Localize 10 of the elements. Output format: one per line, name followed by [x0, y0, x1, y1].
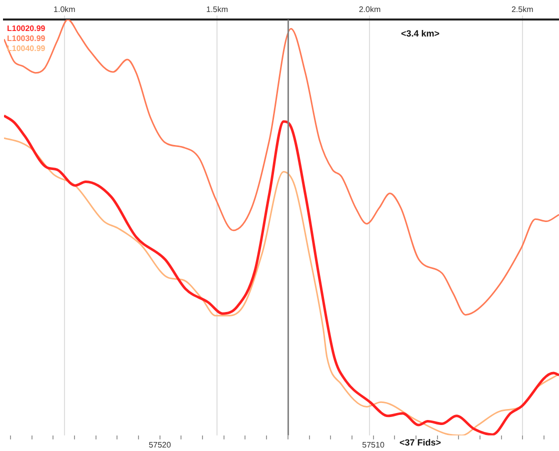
x-tick-label: 2.5km — [511, 5, 534, 14]
annotation: <3.4 km> — [400, 28, 440, 39]
x-tick-label: 2.0km — [358, 5, 381, 14]
series-label: L10030.99 — [7, 34, 46, 44]
text: L10020.99 — [7, 24, 46, 34]
x2-tick-label: 57520 — [148, 440, 172, 450]
text: <37 Fids> — [399, 437, 442, 448]
x-tick-label: 1.0km — [54, 5, 76, 14]
x2-tick-label: 57510 — [362, 440, 385, 450]
x-tick-label: 1.5km — [206, 5, 228, 14]
